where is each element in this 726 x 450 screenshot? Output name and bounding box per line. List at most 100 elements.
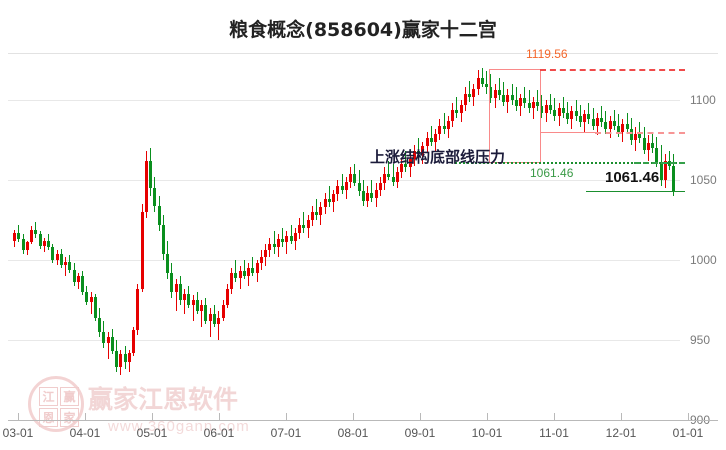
candle-body	[460, 104, 463, 113]
candle-body	[64, 261, 67, 265]
gridline	[8, 100, 680, 101]
title-divider	[8, 53, 718, 54]
candle-body	[166, 253, 169, 273]
candle-body	[647, 143, 650, 150]
watermark-logo-char: 恩	[39, 408, 58, 427]
candle-body	[626, 124, 629, 129]
watermark-logo-grid: 江 赢 恩 家	[39, 387, 79, 427]
candle-body	[128, 352, 131, 363]
candle-wick	[176, 279, 177, 312]
candle-body	[634, 133, 637, 140]
candle-body	[281, 239, 284, 243]
candle-body	[532, 101, 535, 108]
candle-wick	[529, 90, 530, 113]
candle-body	[447, 120, 450, 129]
candle-body	[638, 133, 641, 139]
x-axis-tick	[286, 413, 287, 420]
y-axis-tick-label: 1050	[690, 173, 717, 187]
candle-wick	[291, 224, 292, 244]
candle-body	[311, 212, 314, 220]
candle-body	[26, 242, 29, 251]
candle-body	[98, 317, 101, 332]
candle-wick	[218, 311, 219, 340]
candle-body	[73, 269, 76, 283]
candle-body	[515, 100, 518, 107]
last-price-line	[586, 191, 685, 193]
candle-body	[239, 271, 242, 278]
candle-wick	[469, 80, 470, 102]
candle-body	[285, 236, 288, 243]
candle-body	[481, 77, 484, 84]
candle-wick	[91, 292, 92, 315]
candle-body	[22, 239, 25, 251]
candle-body	[375, 189, 378, 198]
candle-body	[175, 284, 178, 292]
candle-body	[243, 271, 246, 276]
candle-body	[170, 272, 173, 292]
y-axis-tick-label: 1100	[690, 93, 716, 107]
x-axis-tick-label: 07-01	[270, 426, 302, 440]
candle-wick	[316, 199, 317, 220]
candle-wick	[184, 288, 185, 315]
candle-body	[583, 114, 586, 123]
candle-wick	[252, 256, 253, 276]
candle-body	[379, 183, 382, 190]
candle-body	[294, 232, 297, 241]
candle-body	[81, 276, 84, 292]
candle-body	[260, 256, 263, 264]
candle-wick	[503, 82, 504, 107]
candle-body	[111, 336, 114, 352]
candle-body	[119, 354, 122, 368]
candle-body	[409, 159, 412, 168]
x-axis-tick-label: 08-01	[337, 426, 369, 440]
candle-wick	[405, 151, 406, 172]
candle-body	[341, 186, 344, 190]
candle-body	[230, 272, 233, 289]
candle-body	[132, 330, 135, 353]
candle-body	[47, 240, 50, 248]
y-axis-tick-label: 1000	[690, 253, 717, 267]
candle-body	[149, 160, 152, 188]
x-axis-tick	[85, 413, 86, 420]
candle-body	[609, 120, 612, 129]
candle-body	[187, 293, 190, 305]
candle-wick	[567, 101, 568, 124]
candle-body	[77, 276, 80, 283]
candle-body	[506, 95, 509, 102]
candle-wick	[576, 100, 577, 121]
candle-body	[498, 90, 501, 96]
x-axis-tick-label: 06-01	[203, 426, 235, 440]
candle-body	[196, 300, 199, 312]
candle-body	[438, 125, 441, 134]
candle-body	[417, 151, 420, 155]
candle-body	[604, 122, 607, 129]
structure-box-top	[489, 68, 540, 70]
x-axis-tick	[554, 413, 555, 420]
candle-wick	[235, 260, 236, 283]
low-price-label: 1061.46	[530, 165, 574, 180]
candle-body	[192, 300, 195, 305]
candle-body	[489, 87, 492, 99]
candle-body	[39, 234, 42, 246]
candle-body	[302, 224, 305, 228]
candle-body	[451, 109, 454, 121]
candle-body	[298, 224, 301, 233]
x-axis-tick-label: 04-01	[69, 426, 101, 440]
x-axis-tick	[420, 413, 421, 420]
candle-wick	[282, 228, 283, 248]
candle-body	[455, 109, 458, 113]
candle-body	[13, 232, 16, 241]
candle-body	[90, 296, 93, 302]
candle-body	[68, 261, 71, 270]
candle-wick	[601, 106, 602, 128]
candle-body	[362, 191, 365, 201]
chart-title: 粮食概念(858604)赢家十二宫	[229, 19, 497, 41]
candle-wick	[652, 132, 653, 153]
candle-body	[421, 146, 424, 155]
candle-body	[400, 164, 403, 172]
gridline	[8, 340, 680, 341]
candle-body	[562, 108, 565, 113]
candle-wick	[240, 266, 241, 289]
x-axis-tick	[688, 413, 689, 420]
